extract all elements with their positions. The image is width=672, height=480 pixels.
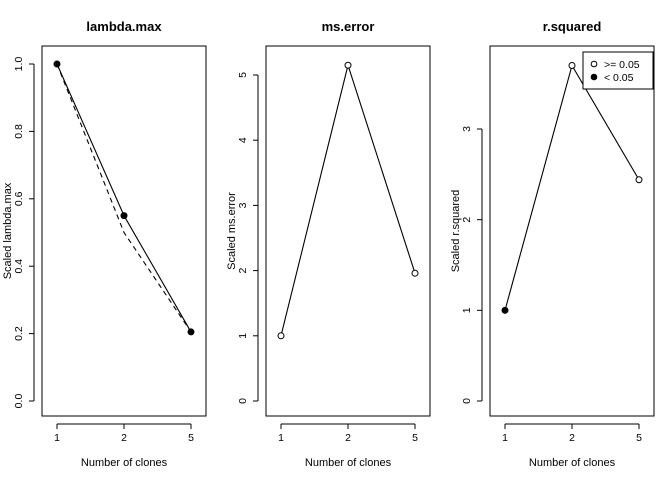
series-line-solid <box>56 63 192 333</box>
data-point <box>635 176 643 184</box>
data-point <box>187 328 195 336</box>
y-axis: 0.0 0.2 0.4 0.6 0.8 1.0 <box>13 57 35 409</box>
plot-frame <box>41 45 207 417</box>
x-tick-label: 5 <box>412 432 418 444</box>
x-axis-label: Number of clones <box>529 457 616 469</box>
data-point <box>568 62 576 70</box>
y-tick-label: 3 <box>461 126 473 132</box>
y-tick-label: 0.8 <box>13 124 25 139</box>
x-axis-label: Number of clones <box>81 457 168 469</box>
x-tick-label: 5 <box>636 432 642 444</box>
legend-marker <box>590 73 598 81</box>
plot-frame <box>489 45 655 417</box>
legend: >= 0.05< 0.05 <box>582 51 654 90</box>
series-line-solid <box>280 63 416 336</box>
series-line-dashed <box>56 63 192 333</box>
y-axis-label: Scaled ms.error <box>226 192 238 270</box>
data-point <box>53 60 61 68</box>
data-point <box>411 269 419 277</box>
y-axis-label: Scaled lambda.max <box>2 182 14 279</box>
y-tick-label: 1.0 <box>13 57 25 72</box>
x-axis: 1 2 5 <box>502 423 642 444</box>
x-axis: 1 2 5 <box>54 423 194 444</box>
y-tick-label: 1 <box>461 307 473 313</box>
y-tick-label: 0.0 <box>13 394 25 409</box>
panel-r-squared: r.squared 1 2 5 Number of clones 0 1 2 3 Scaled r… <box>450 19 655 469</box>
x-tick-label: 2 <box>121 432 127 444</box>
y-tick-label: 0.4 <box>13 259 25 274</box>
y-axis: 0 1 2 3 4 5 <box>237 72 259 404</box>
data-point <box>277 332 285 340</box>
x-tick-label: 2 <box>569 432 575 444</box>
legend-label: >= 0.05 <box>604 59 640 71</box>
x-tick-label: 1 <box>54 432 60 444</box>
chart-title: lambda.max <box>86 19 162 34</box>
x-axis-label: Number of clones <box>305 457 392 469</box>
y-tick-label: 0.2 <box>13 326 25 341</box>
legend-box <box>582 51 654 90</box>
x-axis: 1 2 5 <box>278 423 418 444</box>
y-tick-label: 3 <box>237 202 249 208</box>
x-tick-label: 5 <box>188 432 194 444</box>
y-tick-label: 4 <box>237 137 249 143</box>
y-tick-label: 2 <box>237 268 249 274</box>
x-tick-label: 1 <box>278 432 284 444</box>
y-tick-label: 0 <box>237 398 249 404</box>
chart-title: ms.error <box>322 19 375 34</box>
panel-ms-error: ms.error 1 2 5 Number of clones 0 1 2 3 4 5 Scaled … <box>226 19 431 469</box>
x-tick-label: 1 <box>502 432 508 444</box>
legend-marker <box>590 60 598 68</box>
y-tick-label: 0.6 <box>13 191 25 206</box>
y-tick-label: 0 <box>461 398 473 404</box>
plot-frame <box>265 45 431 417</box>
data-point <box>501 306 509 314</box>
y-tick-label: 1 <box>237 333 249 339</box>
y-axis: 0 1 2 3 <box>461 126 483 404</box>
y-tick-label: 5 <box>237 72 249 78</box>
chart-title: r.squared <box>543 19 602 34</box>
data-point <box>120 212 128 220</box>
data-point <box>344 61 352 69</box>
x-tick-label: 2 <box>345 432 351 444</box>
series-line-solid <box>504 64 640 311</box>
legend-label: < 0.05 <box>604 72 634 84</box>
y-tick-label: 2 <box>461 217 473 223</box>
y-axis-label: Scaled r.squared <box>450 190 462 273</box>
